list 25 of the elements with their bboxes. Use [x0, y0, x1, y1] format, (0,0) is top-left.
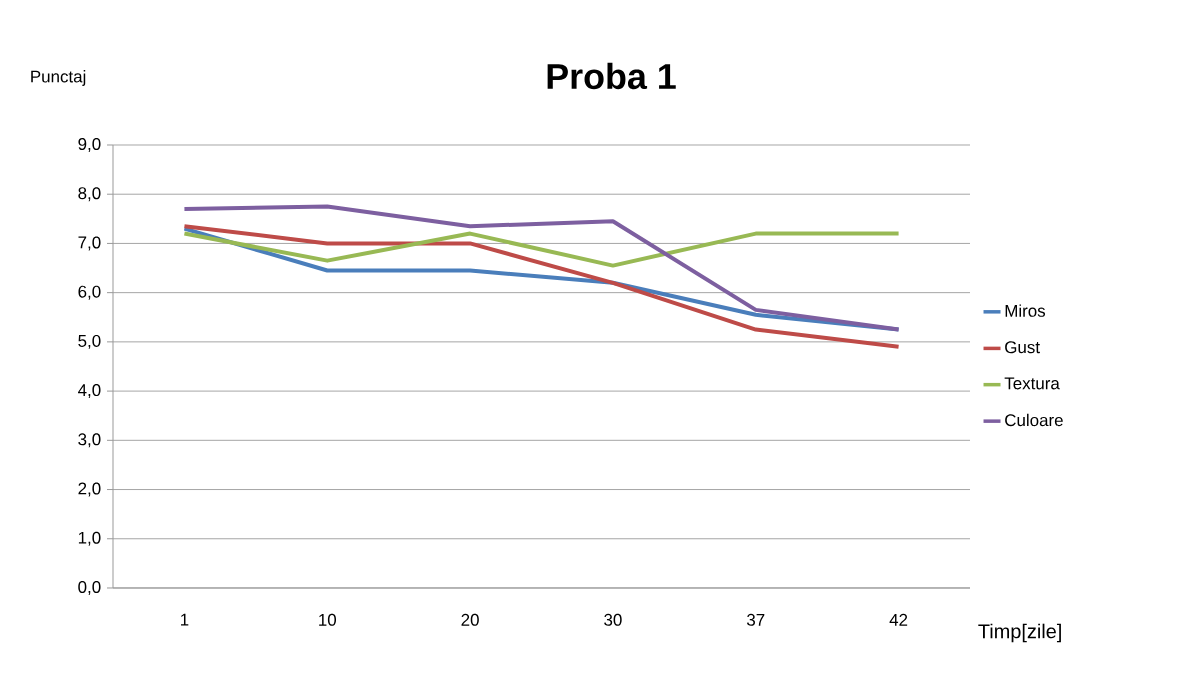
legend-label: Culoare [1005, 413, 1063, 427]
y-tick-label: 9,0 [78, 137, 101, 152]
y-tick-label: 7,0 [78, 236, 101, 251]
x-axis-title: Timp[zile] [978, 623, 1061, 643]
y-tick-label: 6,0 [78, 285, 101, 300]
y-axis-title: Punctaj [31, 70, 86, 86]
x-tick-label: 20 [461, 613, 479, 626]
legend-label: Miros [1005, 304, 1046, 317]
y-tick-label: 3,0 [78, 433, 101, 448]
legend-label: Gust [1005, 341, 1040, 354]
x-tick-label: 37 [746, 613, 765, 626]
line-series [182, 204, 901, 332]
y-tick-label: 4,0 [78, 384, 101, 399]
legend-label: Textura [1004, 377, 1060, 390]
chart-title: Proba 1 [547, 62, 676, 90]
y-tick-label: 8,0 [78, 187, 101, 202]
line-series [182, 224, 901, 349]
y-tick-label: 0,0 [78, 580, 101, 595]
y-tick-label: 2,0 [78, 482, 101, 497]
x-tick-label: 30 [604, 613, 622, 626]
x-tick-label: 42 [889, 613, 908, 626]
x-tick-label: 10 [319, 613, 337, 626]
y-tick-label: 1,0 [78, 531, 101, 546]
y-tick-label: 5,0 [78, 334, 101, 349]
x-tick-label: 1 [181, 613, 189, 626]
